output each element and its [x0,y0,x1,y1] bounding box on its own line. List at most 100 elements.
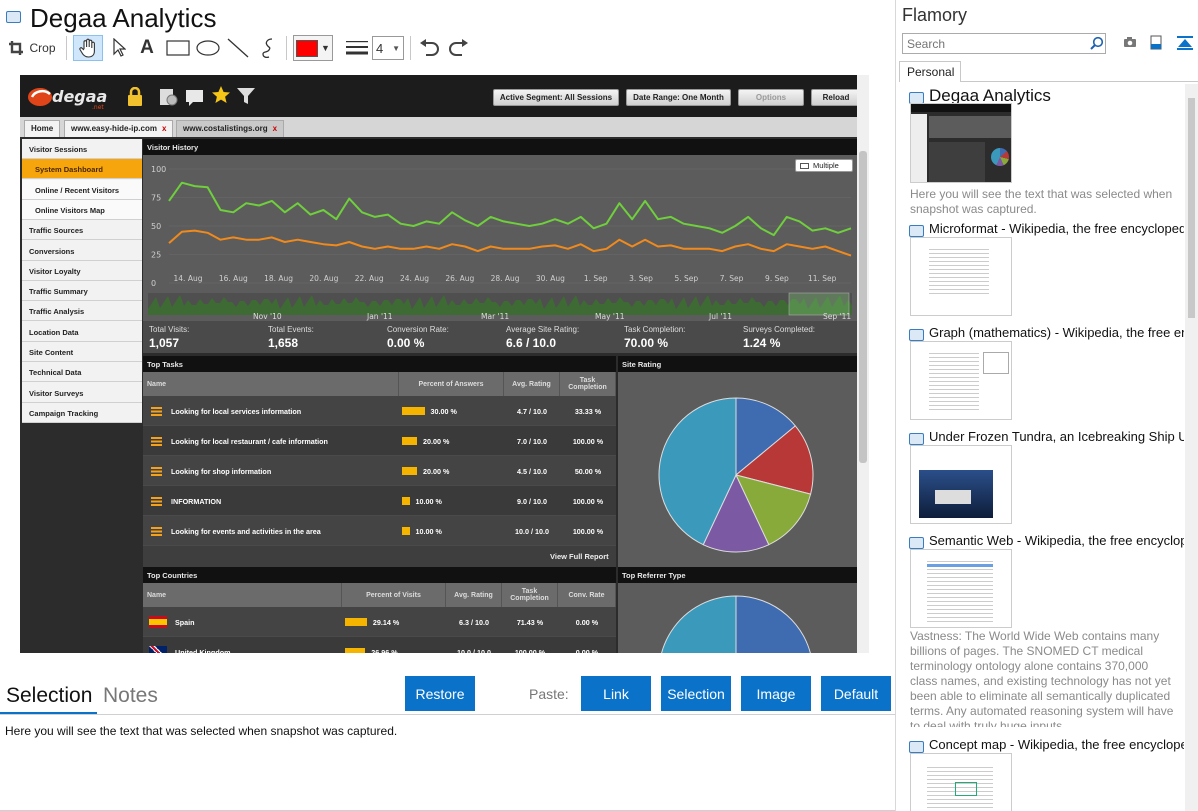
column-header[interactable]: Conv. Rate [558,583,616,607]
collapse-up-icon[interactable] [1177,36,1193,50]
line-tool-button[interactable] [226,35,250,61]
tab-notes[interactable]: Notes [103,684,158,707]
column-header[interactable]: Name [143,583,342,607]
search-input[interactable] [902,33,1106,54]
page-icon[interactable] [1150,35,1162,50]
paste-selection-button[interactable]: Selection [661,676,731,711]
nav-item[interactable]: Site Content [22,342,142,362]
selection-text-area[interactable]: Here you will see the text that was sele… [5,724,398,738]
tab-easy-hide-ip[interactable]: www.easy-hide-ip.com x [64,120,174,137]
nav-item[interactable]: Conversions [22,241,142,261]
table-row[interactable]: INFORMATION 10.00 % 9.0 / 10.0 100.00 % [143,486,616,516]
rating-cell: 4.7 / 10.0 [517,406,547,416]
column-header[interactable]: Task Completion [560,372,616,396]
line-icon [227,38,249,58]
tab-home[interactable]: Home [24,120,61,137]
search-icon[interactable] [1090,36,1104,50]
tab-costalistings[interactable]: www.costalistings.org x [176,120,285,137]
country-name: Spain [175,617,195,627]
reload-button[interactable]: Reload [811,89,861,106]
percent-bar [402,527,410,535]
snapshot-scrollbar[interactable] [857,75,869,653]
table-row[interactable]: Looking for events and activities in the… [143,516,616,546]
task-name: Looking for local restaurant / cafe info… [171,436,328,446]
options-button[interactable]: Options [738,89,804,106]
lock-icon [128,87,142,106]
nav-item[interactable]: Location Data [22,322,142,342]
close-icon[interactable]: x [272,124,278,133]
toolbar-divider [286,36,287,60]
column-header[interactable]: Avg. Rating [446,583,502,607]
top-countries-header: Top Countries [143,567,616,583]
snapshot-name: Semantic Web - Wikipedia, the free encyc… [929,533,1184,548]
nav-item[interactable]: Traffic Analysis [22,301,142,322]
nav-item[interactable]: Online / Recent Visitors [22,179,142,200]
tab-personal[interactable]: Personal [899,61,961,82]
active-segment-button[interactable]: Active Segment: All Sessions [493,89,619,106]
scrollbar-thumb[interactable] [1188,98,1195,318]
color-picker[interactable]: ▼ [293,35,333,61]
paste-link-button[interactable]: Link [581,676,651,711]
rectangle-tool-button[interactable] [164,35,192,61]
list-scrollbar[interactable] [1185,84,1198,811]
text-tool-button[interactable]: A [136,35,158,61]
column-header[interactable]: Avg. Rating [504,372,560,396]
nav-item[interactable]: Traffic Sources [22,220,142,241]
navigator-series [148,295,852,315]
navigator-selection[interactable] [788,292,850,316]
close-icon[interactable]: x [161,124,167,133]
scrollbar-thumb[interactable] [859,151,867,463]
camera-icon[interactable] [1123,36,1137,48]
nav-item[interactable]: Visitor Loyalty [22,261,142,281]
undo-icon [420,39,439,56]
undo-button[interactable] [416,35,442,61]
freehand-tool-button[interactable] [256,35,280,61]
nav-item[interactable]: Technical Data [22,362,142,383]
column-header[interactable]: Percent of Visits [342,583,446,607]
percent-cell: 26.96 % [345,637,449,653]
column-header[interactable]: Task Completion [502,583,558,607]
top-tasks-title: Top Tasks [147,360,183,369]
nav-item[interactable]: Campaign Tracking [22,403,142,423]
ellipse-tool-button[interactable] [194,35,222,61]
view-full-report-link[interactable]: View Full Report [550,552,609,561]
nav-item[interactable]: Visitor Surveys [22,383,142,403]
snapshot-name: Under Frozen Tundra, an Icebreaking Ship… [929,429,1184,444]
text-tool-icon: A [140,37,154,58]
nav-item[interactable]: Traffic Summary [22,281,142,302]
degaa-header: degaa .net Active Segment: All Sessions … [20,75,869,117]
table-row[interactable]: Looking for local services information 30… [143,396,616,426]
line-width-select[interactable]: 4 ▼ [372,36,404,60]
line-width-button[interactable] [344,35,370,61]
pointer-tool-button[interactable] [108,35,130,61]
top-referrer-panel [618,583,857,653]
freehand-icon [262,38,273,59]
table-row[interactable]: United Kingdom 26.96 % 10.0 / 10.0 100.00 %… [143,637,616,653]
percent-cell: 10.00 % [402,486,507,516]
snapshot-icon [909,433,924,445]
paste-image-button[interactable]: Image [741,676,811,711]
paste-default-button[interactable]: Default [821,676,891,711]
nav-item[interactable]: Online Visitors Map [22,199,142,220]
tab-underline [961,81,1198,82]
nav-item[interactable]: Visitor Sessions [22,139,142,159]
multiple-button[interactable]: Multiple [795,159,853,172]
tab-selection[interactable]: Selection [6,684,93,707]
table-row[interactable]: Looking for local restaurant / cafe info… [143,426,616,456]
table-row[interactable]: Looking for shop information 20.00 % 4.5 /… [143,456,616,486]
stat-block: Total Events: 1,658 [268,325,314,350]
restore-button[interactable]: Restore [405,676,475,711]
column-header[interactable]: Percent of Answers [399,372,504,396]
redo-button[interactable] [446,35,472,61]
x-tick-label: 1. Sep [584,274,608,283]
nav-item[interactable]: System Dashboard [22,159,142,180]
hand-tool-button[interactable] [73,35,103,61]
crop-button[interactable]: Crop [6,35,58,61]
completion-cell: 33.33 % [574,406,602,416]
percent-value: 10.00 % [415,526,442,536]
tab-label: www.easy-hide-ip.com [71,124,157,133]
column-header[interactable]: Name [143,372,399,396]
settings-icon [160,89,178,106]
table-row[interactable]: Spain 29.14 % 6.3 / 10.0 71.43 % 0.00 % [143,607,616,637]
date-range-button[interactable]: Date Range: One Month [626,89,731,106]
